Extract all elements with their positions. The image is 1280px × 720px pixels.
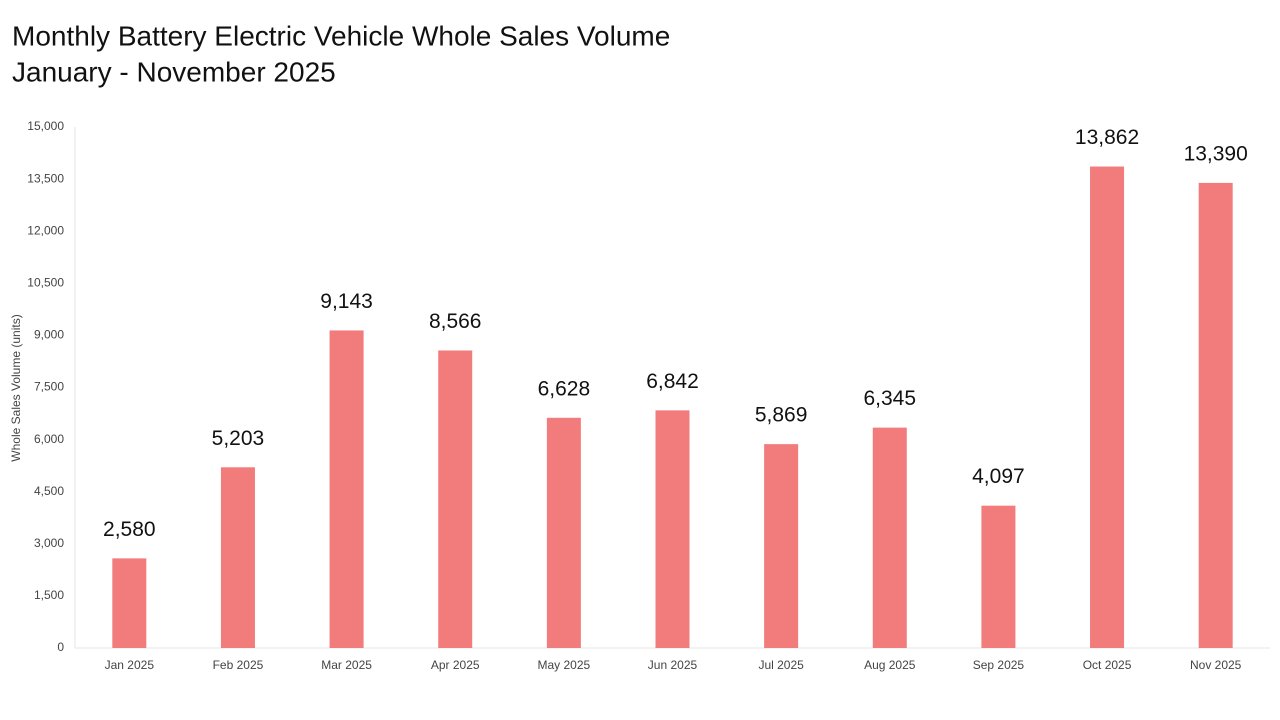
- bar: [1090, 166, 1125, 648]
- data-label: 6,345: [863, 387, 916, 410]
- bar: [981, 505, 1016, 648]
- bar: [655, 410, 690, 648]
- data-label: 2,580: [103, 518, 156, 541]
- data-label: 5,203: [212, 427, 265, 450]
- data-label: 6,842: [646, 370, 699, 393]
- y-tick-label: 4,500: [34, 484, 64, 498]
- y-tick-label: 12,000: [27, 223, 64, 237]
- y-tick-label: 6,000: [34, 432, 64, 446]
- data-label: 13,390: [1184, 142, 1248, 165]
- x-tick-label: Feb 2025: [213, 658, 264, 672]
- data-label: 9,143: [320, 290, 373, 313]
- x-tick-label: Jul 2025: [758, 658, 804, 672]
- data-label: 5,869: [755, 404, 808, 427]
- x-tick-label: Nov 2025: [1190, 658, 1242, 672]
- x-tick-label: Jun 2025: [648, 658, 698, 672]
- bar: [1198, 182, 1233, 649]
- y-tick-label: 0: [57, 640, 64, 654]
- y-tick-label: 10,500: [27, 275, 64, 289]
- bar: [329, 330, 364, 648]
- x-tick-label: Jan 2025: [105, 658, 155, 672]
- y-tick-label: 15,000: [27, 119, 64, 133]
- x-tick-label: Sep 2025: [973, 658, 1025, 672]
- data-label: 8,566: [429, 310, 482, 333]
- bar: [438, 350, 473, 648]
- y-tick-label: 9,000: [34, 328, 64, 342]
- y-tick-label: 7,500: [34, 380, 64, 394]
- chart-title: Monthly Battery Electric Vehicle Whole S…: [12, 20, 670, 51]
- x-tick-label: May 2025: [538, 658, 591, 672]
- data-label: 6,628: [538, 377, 591, 400]
- x-tick-label: Apr 2025: [431, 658, 480, 672]
- bar: [764, 444, 799, 648]
- y-tick-label: 1,500: [34, 588, 64, 602]
- x-tick-label: Mar 2025: [321, 658, 372, 672]
- bar: [220, 467, 255, 648]
- data-label: 4,097: [972, 465, 1025, 488]
- y-tick-label: 3,000: [34, 536, 64, 550]
- bar: [546, 417, 581, 648]
- bar: [872, 427, 907, 648]
- y-tick-label: 13,500: [27, 171, 64, 185]
- x-tick-label: Aug 2025: [864, 658, 916, 672]
- chart-subtitle: January - November 2025: [12, 56, 336, 87]
- x-tick-label: Oct 2025: [1083, 658, 1132, 672]
- data-label: 13,862: [1075, 126, 1139, 149]
- y-axis-label: Whole Sales Volume (units): [9, 314, 23, 461]
- bar: [112, 558, 147, 648]
